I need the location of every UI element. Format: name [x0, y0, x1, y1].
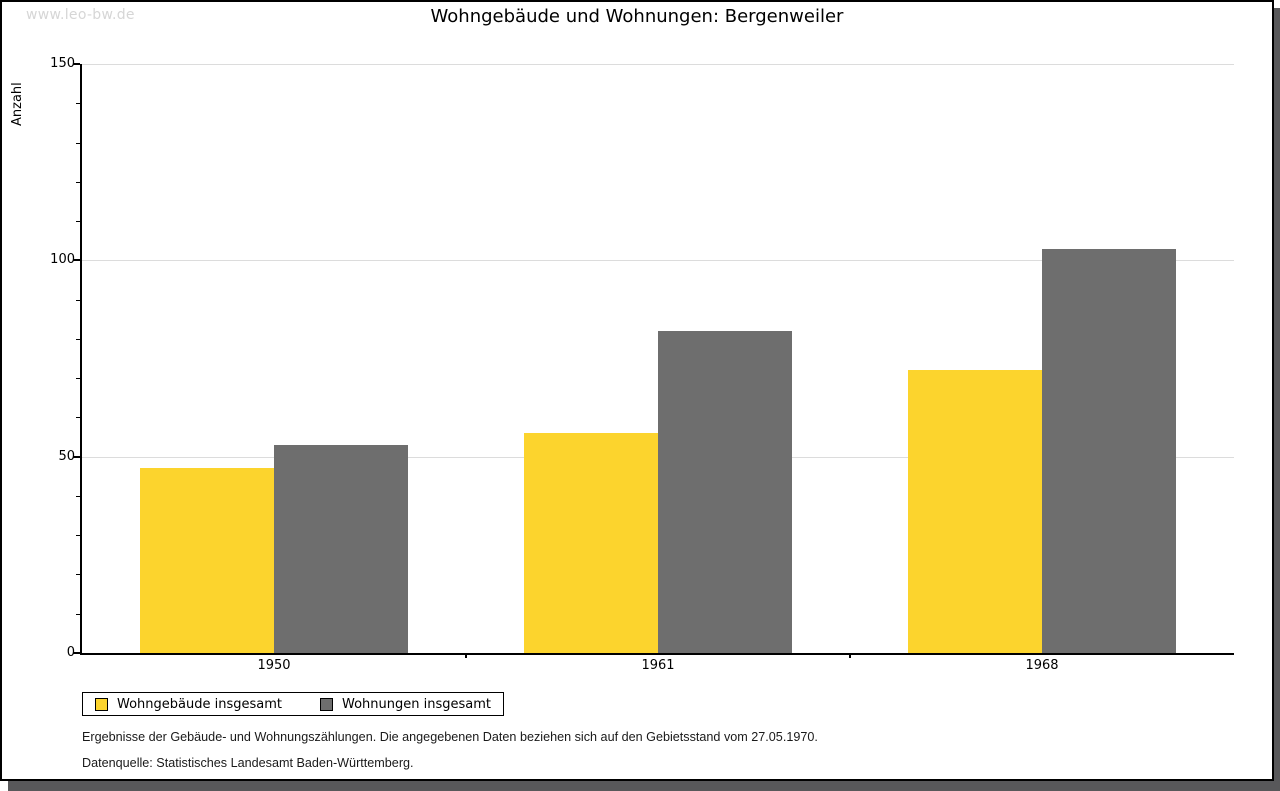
bar-1961-wohngebaeude — [524, 433, 658, 653]
category-label: 1950 — [257, 658, 291, 673]
x-axis-tick — [849, 653, 851, 658]
y-tick-label: 0 — [66, 645, 75, 660]
legend-label: Wohnungen insgesamt — [342, 696, 491, 712]
bar-1968-wohngebaeude — [908, 370, 1042, 653]
bar-1950-wohngebaeude — [140, 468, 274, 653]
y-minor-tick — [76, 535, 80, 537]
y-minor-tick — [76, 181, 80, 183]
legend-item-wohnungen: Wohnungen insgesamt — [320, 697, 491, 712]
plot-area: 0 50 100 150 1950 1961 1968 — [50, 57, 1234, 673]
y-minor-tick — [76, 299, 80, 301]
y-minor-tick — [76, 417, 80, 419]
y-minor-tick — [76, 378, 80, 380]
y-minor-tick — [76, 221, 80, 223]
y-gridline — [82, 260, 1234, 262]
page-shadow-bottom — [8, 781, 1280, 791]
y-major-tick — [73, 63, 80, 65]
y-gridline — [82, 64, 1234, 65]
bar-1950-wohnungen — [274, 444, 408, 653]
bar-1968-wohnungen — [1042, 248, 1176, 653]
y-axis-label: Anzahl — [10, 82, 25, 126]
y-tick-label: 100 — [50, 252, 75, 268]
footnote-line-1: Ergebnisse der Gebäude- und Wohnungszähl… — [82, 729, 818, 744]
y-major-tick — [73, 259, 80, 262]
watermark: www.leo-bw.de — [26, 7, 135, 23]
legend-label: Wohngebäude insgesamt — [117, 696, 282, 712]
bar-1961-wohnungen — [658, 331, 792, 653]
chart-title: Wohngebäude und Wohnungen: Bergenweiler — [430, 6, 844, 27]
y-minor-tick — [76, 495, 80, 497]
y-major-tick — [73, 455, 80, 458]
y-minor-tick — [76, 142, 80, 144]
footnote-line-2: Datenquelle: Statistisches Landesamt Bad… — [82, 755, 414, 770]
legend: Wohngebäude insgesamt Wohnungen insgesam… — [82, 692, 504, 716]
category-label: 1961 — [641, 658, 675, 673]
y-tick-label: 50 — [58, 448, 75, 464]
y-major-tick — [73, 652, 80, 654]
y-tick-label: 150 — [50, 56, 75, 71]
x-axis-tick — [465, 653, 467, 658]
y-minor-tick — [76, 338, 80, 340]
category-label: 1968 — [1025, 658, 1059, 673]
legend-swatch-gray-icon — [320, 697, 333, 711]
y-minor-tick — [76, 103, 80, 105]
page-shadow-right — [1274, 8, 1280, 781]
legend-swatch-yellow-icon — [95, 697, 108, 711]
legend-item-wohngebaeude: Wohngebäude insgesamt — [95, 697, 282, 712]
y-minor-tick — [76, 613, 80, 615]
y-minor-tick — [76, 574, 80, 576]
